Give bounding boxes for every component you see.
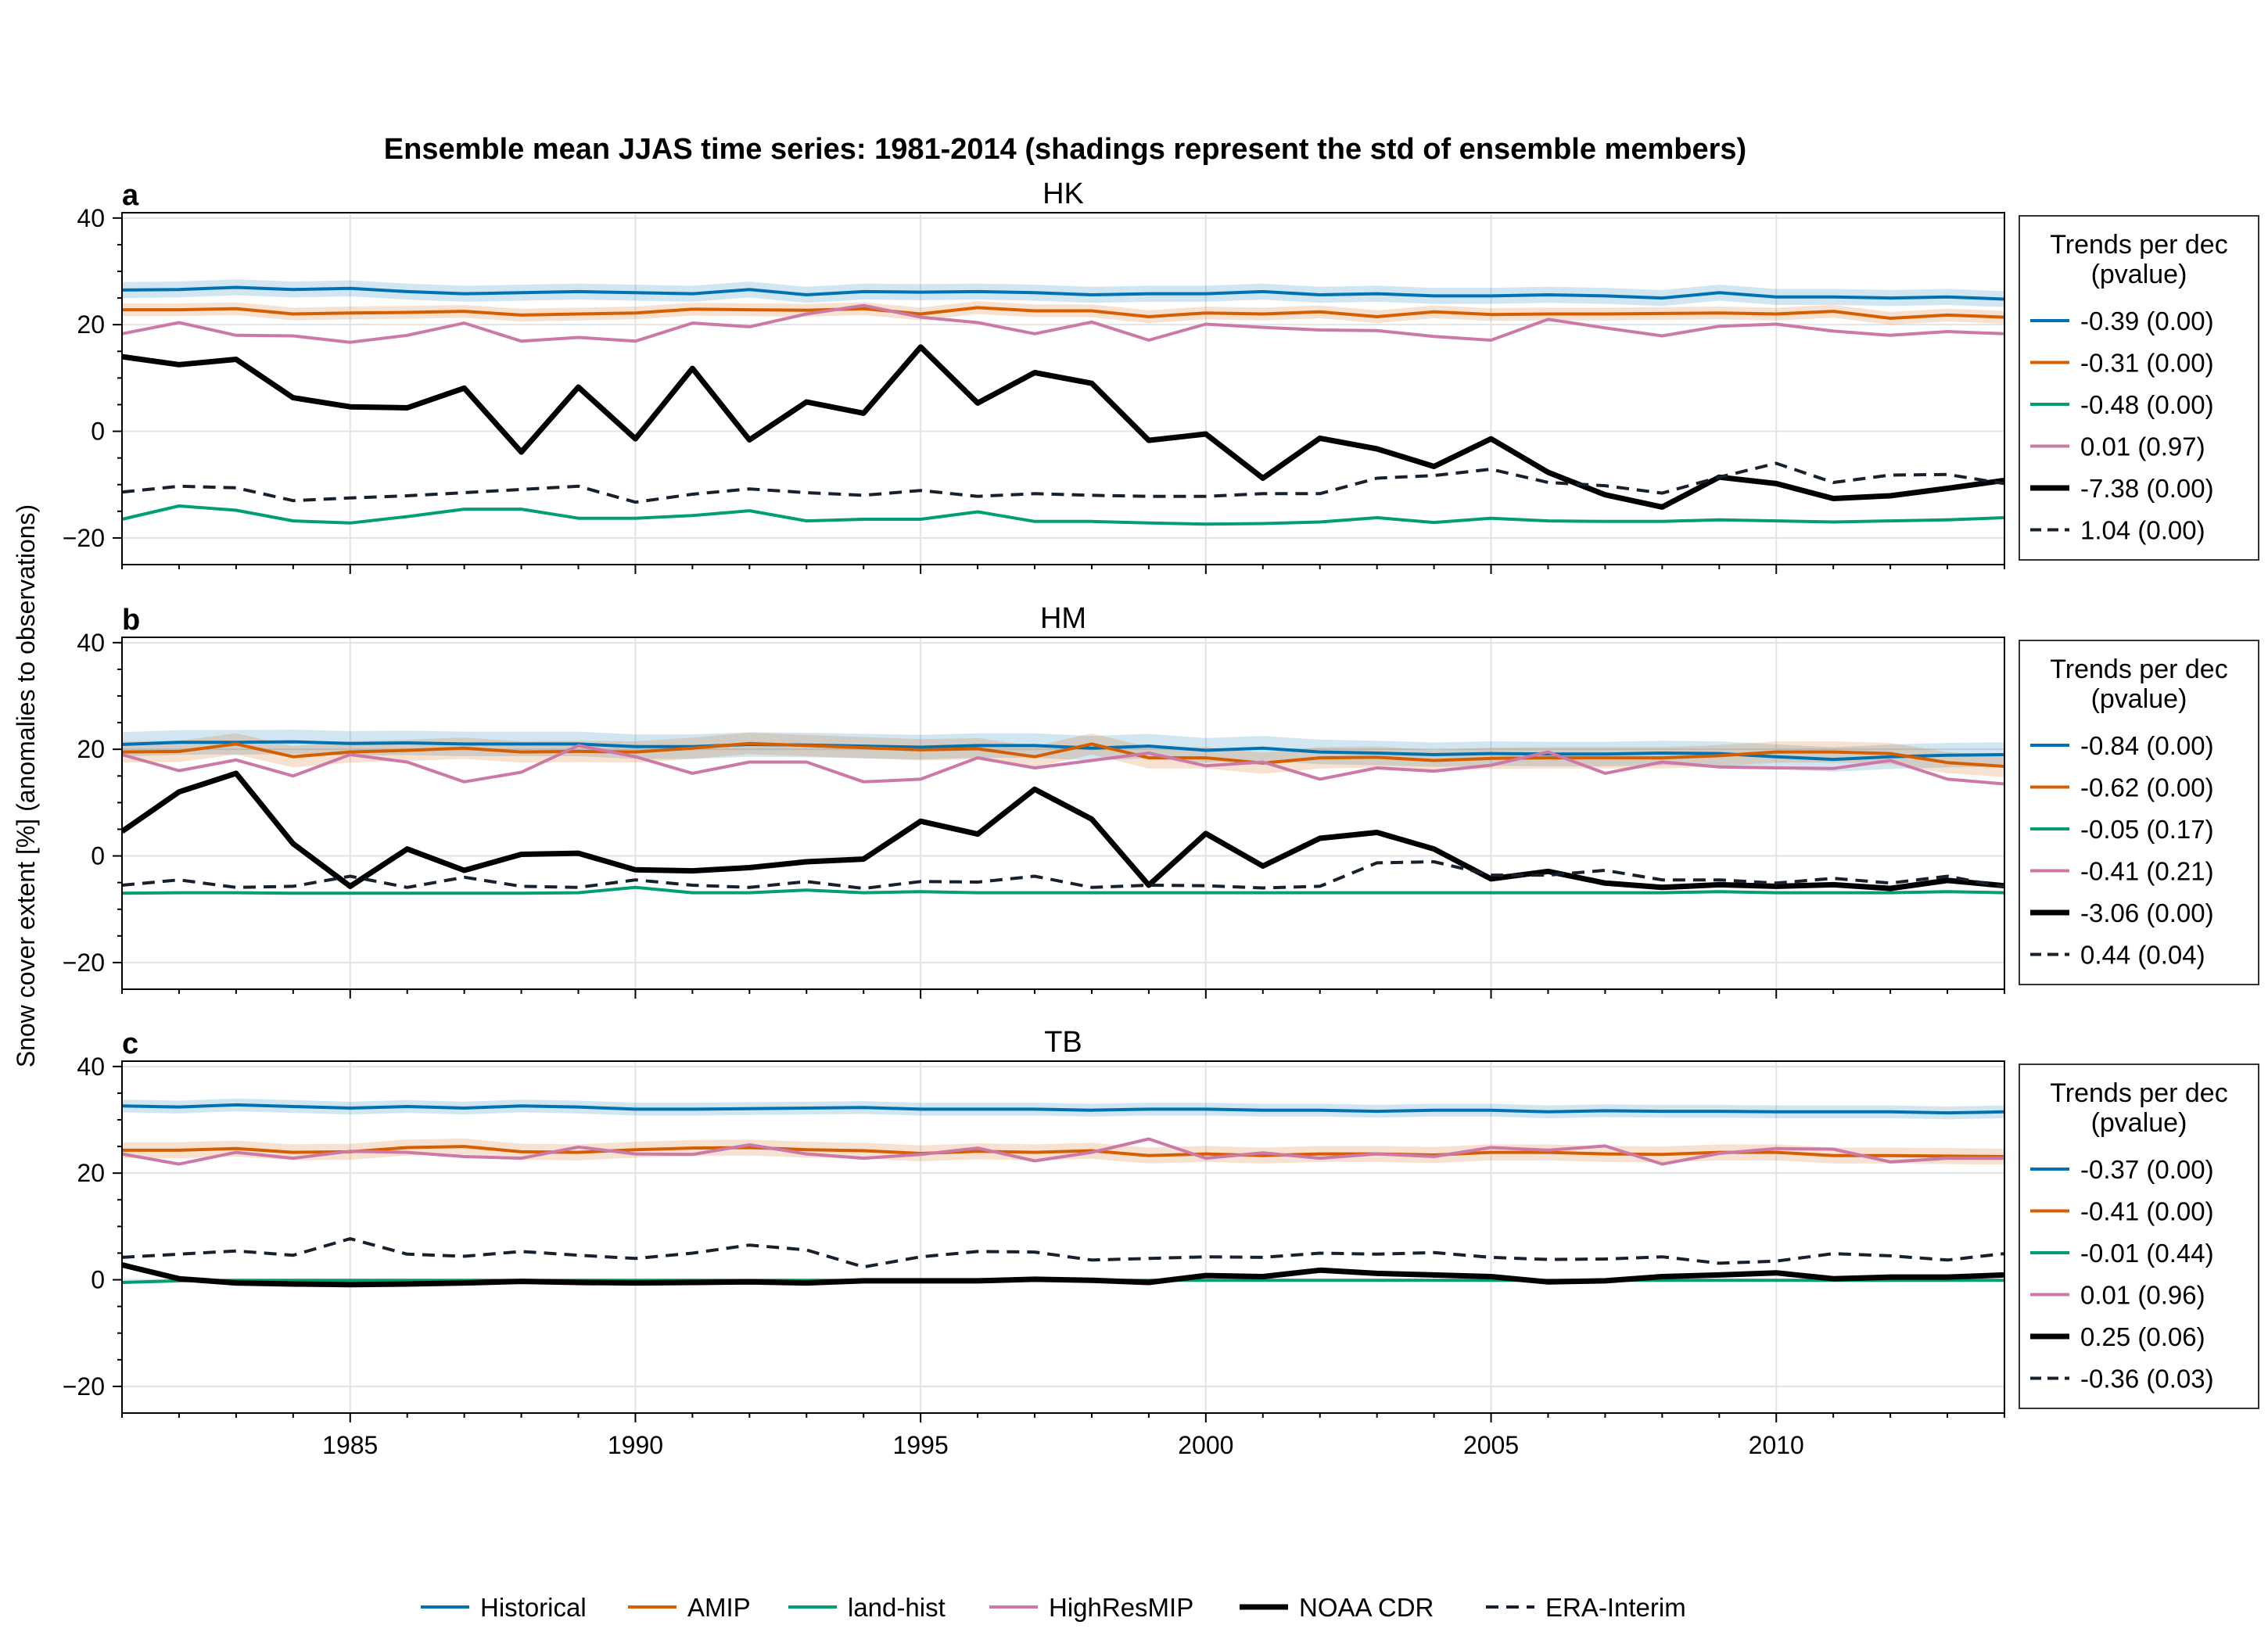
legend-label-era-interim: ERA-Interim bbox=[1545, 1593, 1686, 1622]
x-tick-label: 2010 bbox=[1749, 1431, 1804, 1459]
series-line-amip bbox=[122, 1145, 2005, 1158]
trend-legend-entry: 0.01 (0.97) bbox=[2080, 432, 2205, 461]
x-tick-label: 2000 bbox=[1178, 1431, 1233, 1459]
series-line-noaa-cdr bbox=[120, 770, 2005, 891]
series-line-era-interim bbox=[121, 860, 2005, 891]
trend-legend-entry: -0.41 (0.00) bbox=[2080, 1197, 2214, 1226]
trend-legend-entry: 1.04 (0.00) bbox=[2080, 516, 2205, 545]
panel-label: a bbox=[122, 179, 139, 212]
trend-legend-entry: -0.62 (0.00) bbox=[2080, 773, 2214, 802]
trend-legend-entry: -0.39 (0.00) bbox=[2080, 307, 2214, 335]
series-line-noaa-cdr bbox=[121, 1262, 2005, 1288]
trend-legend-entry: -0.01 (0.44) bbox=[2080, 1239, 2214, 1268]
series-line-era-interim bbox=[121, 1237, 2005, 1269]
y-tick-label: 0 bbox=[91, 842, 105, 870]
panel-hk: −20 0 20 40 a HK Trends per dec(pvalue) -0.39 (… bbox=[63, 178, 2259, 574]
y-tick-label: 0 bbox=[91, 418, 105, 446]
series-line-historical bbox=[121, 285, 2005, 301]
series-line-historical bbox=[121, 740, 2005, 762]
trend-legend-title: Trends per dec bbox=[2050, 655, 2227, 684]
trend-legend-title: (pvalue) bbox=[2091, 1108, 2187, 1138]
y-tick-label: −20 bbox=[63, 949, 105, 977]
trend-legend-entry: 0.25 (0.06) bbox=[2080, 1322, 2205, 1351]
x-tick-label: 1995 bbox=[893, 1431, 949, 1459]
trend-legend-title: (pvalue) bbox=[2091, 260, 2187, 289]
panel-title: HM bbox=[1040, 602, 1086, 635]
trend-legend-entry: 0.01 (0.96) bbox=[2080, 1281, 2205, 1310]
panel-tb: −20 0 20 40 1985 1990 1995 2000 2005 2010 c TB Trend… bbox=[63, 1026, 2259, 1459]
panel-hm: −20 0 20 40 b HM Trends per dec(pvalue) -0.84 (… bbox=[63, 602, 2259, 999]
trend-legend-entry: -3.06 (0.00) bbox=[2080, 899, 2214, 927]
legend-label-land-hist: land-hist bbox=[848, 1593, 946, 1622]
y-axis-label: Snow cover extent [%] (anomalies to obse… bbox=[12, 504, 40, 1067]
series-line-era-interim bbox=[121, 461, 2005, 504]
y-tick-label: 40 bbox=[77, 1053, 105, 1081]
plot-frame bbox=[121, 1060, 2005, 1414]
panel-title: TB bbox=[1044, 1026, 1082, 1059]
trend-legend-entry: -0.41 (0.21) bbox=[2080, 857, 2214, 886]
series-line-land-hist bbox=[121, 504, 2005, 526]
std-band-amip bbox=[122, 301, 2004, 325]
x-tick-label: 1990 bbox=[608, 1431, 663, 1459]
y-tick-label: −20 bbox=[63, 524, 105, 552]
series-line-highresmip bbox=[121, 303, 2005, 344]
trend-legend-title: Trends per dec bbox=[2050, 230, 2227, 260]
bottom-legend: Historical AMIP land-hist HighResMIP NOAA CD… bbox=[421, 1593, 1686, 1622]
panel-label: c bbox=[122, 1028, 138, 1060]
panel-title: HK bbox=[1042, 178, 1084, 210]
trend-legend-entry: -0.36 (0.03) bbox=[2080, 1365, 2214, 1394]
series-line-historical bbox=[121, 1103, 2005, 1115]
plot-frame bbox=[121, 637, 2005, 990]
y-tick-label: −20 bbox=[63, 1372, 105, 1401]
series-line-highresmip bbox=[121, 1137, 2004, 1166]
trend-legend-box bbox=[2019, 640, 2259, 985]
series-line-amip bbox=[122, 306, 2005, 320]
trend-legend-title: (pvalue) bbox=[2091, 684, 2187, 714]
legend-label-historical: Historical bbox=[480, 1593, 587, 1622]
y-tick-label: 40 bbox=[77, 629, 105, 657]
plot-frame bbox=[121, 212, 2005, 565]
y-tick-label: 20 bbox=[77, 735, 105, 763]
y-tick-label: 40 bbox=[77, 204, 105, 232]
trend-legend-entry: -0.48 (0.00) bbox=[2080, 390, 2214, 419]
legend-label-highresmip: HighResMIP bbox=[1049, 1593, 1193, 1622]
trend-legend-box bbox=[2019, 1064, 2259, 1409]
trend-legend-entry: -7.38 (0.00) bbox=[2080, 474, 2214, 503]
y-tick-label: 0 bbox=[91, 1266, 105, 1294]
trend-legend-title: Trends per dec bbox=[2050, 1078, 2227, 1108]
trend-legend-box bbox=[2019, 215, 2259, 561]
trend-legend-entry: -0.37 (0.00) bbox=[2080, 1155, 2214, 1184]
trend-legend-entry: -0.31 (0.00) bbox=[2080, 349, 2214, 378]
series-line-noaa-cdr bbox=[121, 344, 2005, 510]
trend-legend-entry: -0.05 (0.17) bbox=[2080, 815, 2214, 844]
legend-label-noaa-cdr: NOAA CDR bbox=[1299, 1593, 1434, 1622]
trend-legend-entry: -0.84 (0.00) bbox=[2080, 731, 2214, 760]
series-line-land-hist bbox=[121, 885, 2005, 895]
panel-label: b bbox=[122, 604, 140, 637]
legend-label-amip: AMIP bbox=[687, 1593, 751, 1622]
y-tick-label: 20 bbox=[77, 310, 105, 339]
x-tick-label: 2005 bbox=[1463, 1431, 1519, 1459]
x-tick-label: 1985 bbox=[322, 1431, 378, 1459]
y-tick-label: 20 bbox=[77, 1159, 105, 1187]
series-line-highresmip bbox=[121, 744, 2005, 786]
chart-title: Ensemble mean JJAS time series: 1981-201… bbox=[384, 133, 1746, 166]
series-line-amip bbox=[121, 741, 2005, 768]
trend-legend-entry: 0.44 (0.04) bbox=[2080, 941, 2205, 970]
